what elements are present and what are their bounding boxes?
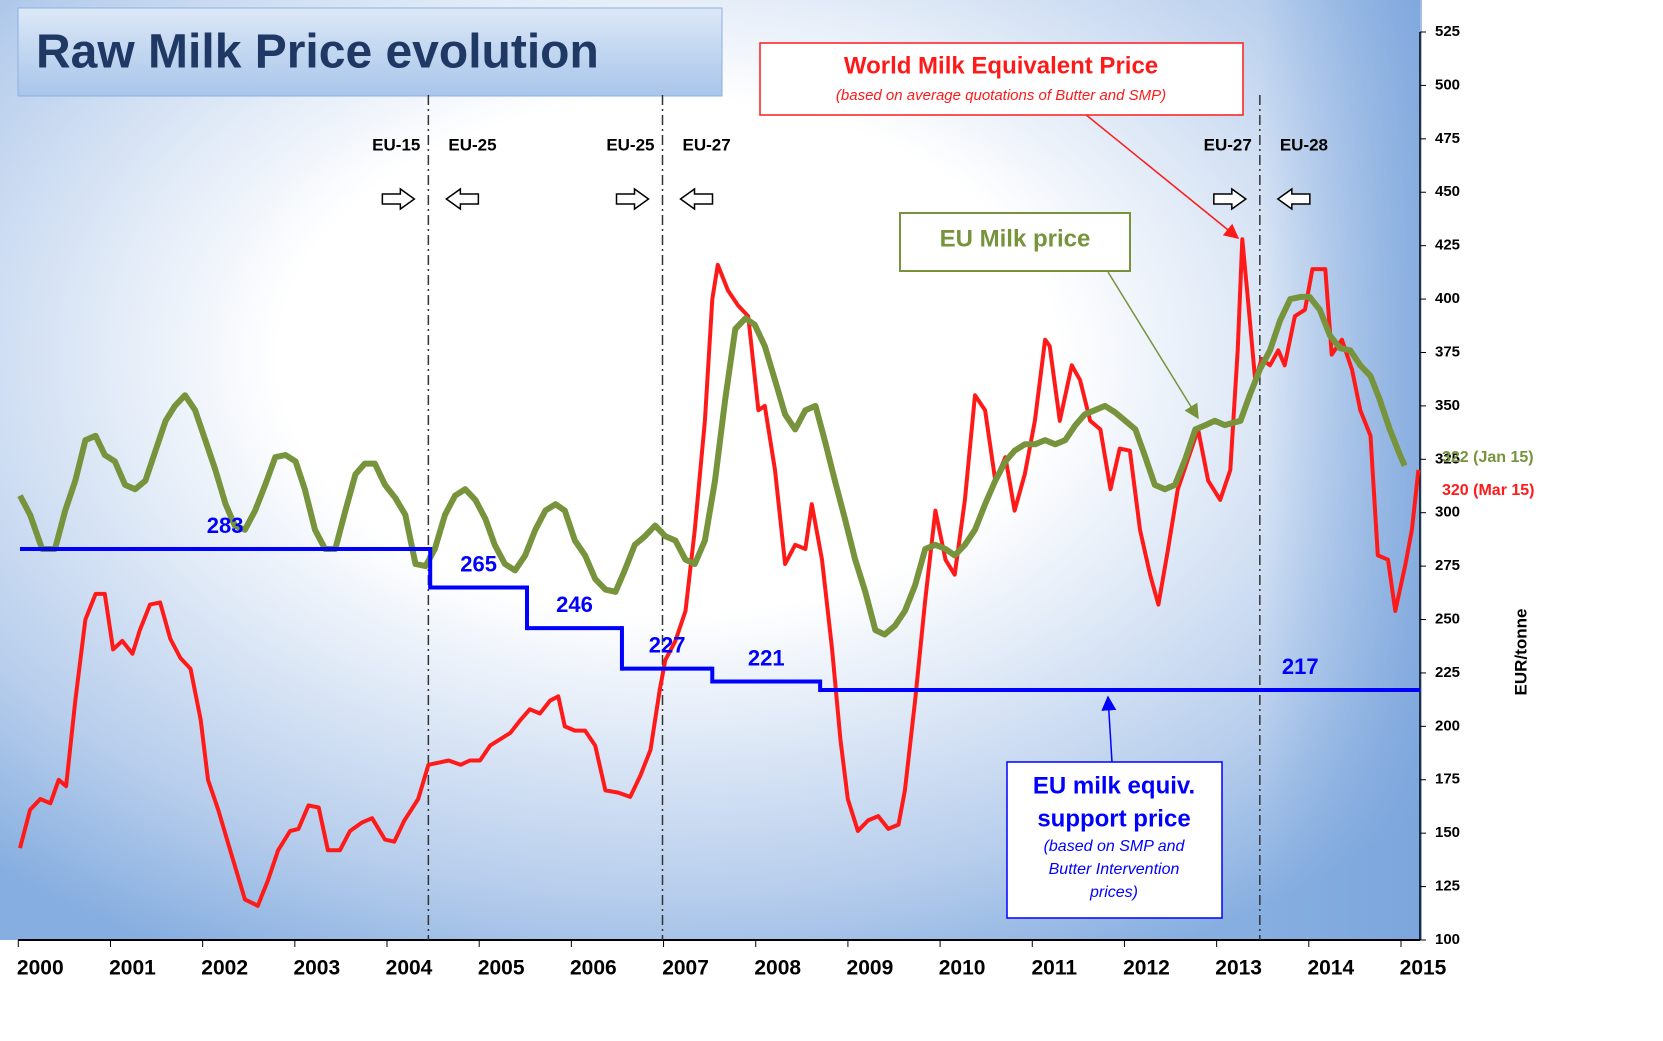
legend-label: World Milk Equivalent Price <box>844 52 1158 79</box>
step-label: 227 <box>649 632 686 657</box>
y-tick-label: 225 <box>1435 664 1460 681</box>
y-tick-label: 325 <box>1435 450 1460 467</box>
x-tick-label: 2013 <box>1215 957 1262 980</box>
event-label: EU-27 <box>683 135 731 154</box>
step-label: 217 <box>1282 654 1319 679</box>
step-label: 265 <box>460 551 497 576</box>
end-label: 322 (Jan 15) <box>1442 449 1534 466</box>
x-tick-label: 2010 <box>939 957 986 980</box>
x-tick-label: 2011 <box>1031 957 1077 980</box>
event-arrow <box>1276 187 1311 211</box>
price-line <box>17 293 1408 638</box>
y-tick-label: 400 <box>1435 290 1460 307</box>
x-tick-label: 2006 <box>570 957 617 980</box>
event-label: EU-25 <box>448 135 496 154</box>
event-arrow <box>615 187 650 211</box>
event-label: EU-25 <box>606 135 654 154</box>
event-label: EU-27 <box>1204 135 1252 154</box>
event-arrow <box>1213 187 1248 211</box>
x-tick-label: 2000 <box>17 957 64 980</box>
event-arrow <box>381 187 416 211</box>
event-arrow <box>679 187 714 211</box>
annotation-arrow <box>1107 271 1199 420</box>
x-tick-label: 2009 <box>847 957 894 980</box>
y-tick-label: 175 <box>1435 771 1460 788</box>
y-tick-label: 300 <box>1435 504 1460 521</box>
legend-label: EU milk equiv. <box>1033 772 1195 799</box>
y-tick-label: 375 <box>1435 343 1460 360</box>
legend-label: EU Milk price <box>940 225 1091 252</box>
annotation-arrow <box>1101 695 1117 763</box>
legend-note: (based on average quotations of Butter a… <box>836 87 1166 104</box>
legend-note: Butter Intervention <box>1049 861 1180 878</box>
step-label: 221 <box>748 645 785 670</box>
legend-label: support price <box>1037 805 1190 832</box>
x-tick-label: 2015 <box>1400 957 1447 980</box>
title-box <box>17 7 723 97</box>
annotation-arrow <box>1084 113 1240 239</box>
event-arrow <box>445 187 480 211</box>
y-axis-label: EUR/tonne <box>1511 609 1530 696</box>
x-tick-label: 2001 <box>109 957 156 980</box>
y-tick-label: 250 <box>1435 610 1460 627</box>
x-tick-label: 2004 <box>386 957 433 980</box>
x-tick-label: 2002 <box>201 957 248 980</box>
x-tick-label: 2007 <box>662 957 709 980</box>
y-tick-label: 275 <box>1435 557 1460 574</box>
y-tick-label: 525 <box>1435 23 1460 40</box>
y-tick-label: 150 <box>1435 824 1460 841</box>
step-label: 283 <box>207 513 244 538</box>
right-band <box>1259 0 1420 940</box>
end-label: 320 (Mar 15) <box>1442 482 1535 499</box>
y-tick-label: 200 <box>1435 717 1460 734</box>
event-label: EU-28 <box>1280 135 1328 154</box>
legend-note: prices) <box>1089 884 1138 901</box>
x-tick-label: 2003 <box>293 957 340 980</box>
y-tick-label: 500 <box>1435 76 1460 93</box>
y-tick-label: 125 <box>1435 878 1460 895</box>
x-tick-label: 2005 <box>478 957 525 980</box>
x-tick-label: 2012 <box>1123 957 1170 980</box>
y-tick-label: 450 <box>1435 183 1460 200</box>
event-label: EU-15 <box>372 135 420 154</box>
chart-title: Raw Milk Price evolution <box>36 26 599 79</box>
step-label: 246 <box>556 592 593 617</box>
legend-box <box>899 212 1131 272</box>
legend-box <box>1006 761 1223 919</box>
legend-note: (based on SMP and <box>1044 838 1186 855</box>
y-tick-label: 350 <box>1435 397 1460 414</box>
x-tick-label: 2008 <box>754 957 801 980</box>
legend-box <box>759 42 1244 116</box>
x-tick-label: 2014 <box>1307 957 1354 980</box>
y-tick-label: 100 <box>1435 931 1460 948</box>
price-line <box>18 237 1421 908</box>
y-tick-label: 475 <box>1435 130 1460 147</box>
y-tick-label: 425 <box>1435 237 1460 254</box>
